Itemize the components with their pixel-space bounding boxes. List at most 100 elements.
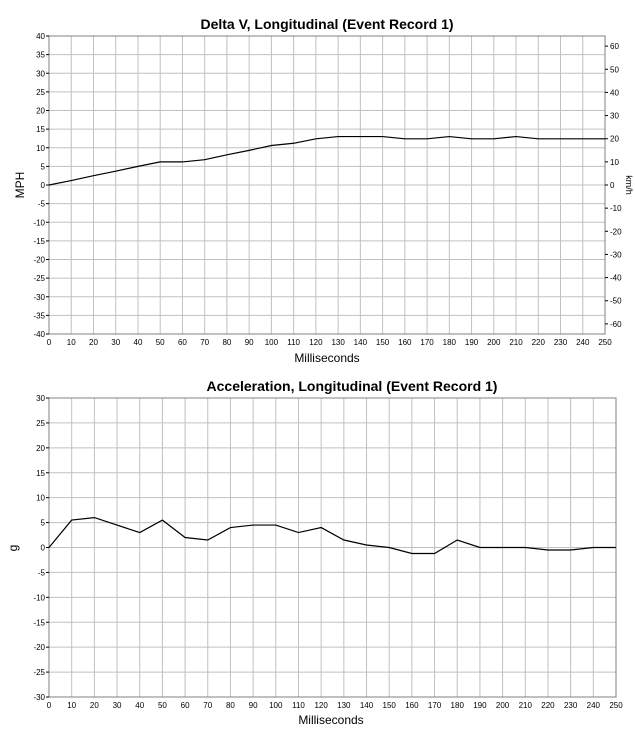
y-tick-label: 15: [36, 125, 45, 134]
x-tick-label: 0: [47, 338, 52, 347]
x-tick-label: 50: [158, 701, 167, 710]
acceleration-chart-title: Acceleration, Longitudinal (Event Record…: [207, 378, 498, 394]
x-tick-label: 210: [509, 338, 523, 347]
x-tick-label: 200: [496, 701, 510, 710]
x-tick-label: 110: [292, 701, 305, 710]
x-tick-label: 80: [222, 338, 231, 347]
x-tick-label: 40: [134, 338, 143, 347]
x-tick-label: 120: [309, 338, 323, 347]
y-tick-label: 25: [36, 419, 45, 428]
delta-v-y-axis-label: MPH: [13, 172, 27, 199]
x-tick-label: 200: [487, 338, 501, 347]
x-tick-label: 90: [245, 338, 254, 347]
y2-tick-label: -40: [610, 274, 622, 283]
y2-tick-label: 30: [610, 112, 619, 121]
y-tick-label: -20: [33, 643, 45, 652]
y2-tick-label: 0: [610, 181, 615, 190]
delta-v-ticks: 0 10 20 30 40 50 60 70 80 90 100 110 120 130 140 150 160…: [33, 32, 622, 347]
x-tick-label: 230: [554, 338, 568, 347]
y2-tick-label: -60: [610, 320, 622, 329]
x-tick-label: 220: [541, 701, 555, 710]
x-tick-label: 20: [89, 338, 98, 347]
delta-v-grid: [48, 35, 606, 335]
delta-v-x-axis-label: Milliseconds: [294, 351, 359, 365]
delta-v-series: [48, 135, 605, 186]
y2-tick-label: -10: [610, 204, 622, 213]
x-tick-label: 150: [383, 701, 397, 710]
x-tick-label: 140: [360, 701, 374, 710]
x-tick-label: 180: [443, 338, 457, 347]
y-tick-label: 15: [36, 469, 45, 478]
x-tick-label: 70: [200, 338, 209, 347]
x-tick-label: 90: [249, 701, 258, 710]
x-tick-label: 150: [376, 338, 390, 347]
x-tick-label: 80: [226, 701, 235, 710]
y2-tick-label: -20: [610, 227, 622, 236]
y2-tick-label: 40: [610, 88, 619, 97]
acceleration-ticks: 0 10 20 30 40 50 60 70 80 90 100 110 120 130 140 150 160…: [33, 394, 623, 710]
x-tick-label: 50: [156, 338, 165, 347]
x-tick-label: 130: [331, 338, 345, 347]
y-tick-label: -30: [33, 293, 45, 302]
y-tick-label: -20: [33, 256, 45, 265]
y2-tick-label: 20: [610, 135, 619, 144]
x-tick-label: 0: [47, 701, 52, 710]
x-tick-label: 250: [609, 701, 623, 710]
x-tick-label: 160: [398, 338, 412, 347]
x-tick-label: 140: [354, 338, 368, 347]
y-tick-label: 5: [41, 162, 46, 171]
y-tick-label: 30: [36, 394, 45, 403]
acceleration-grid: [48, 397, 617, 698]
y-tick-label: 30: [36, 69, 45, 78]
x-tick-label: 250: [598, 338, 612, 347]
y2-tick-label: 60: [610, 42, 619, 51]
y-tick-label: 0: [41, 544, 46, 553]
x-tick-label: 10: [67, 338, 76, 347]
y-tick-label: 0: [41, 181, 46, 190]
x-tick-label: 190: [473, 701, 487, 710]
acceleration-y-axis-label: g: [6, 545, 20, 552]
y-tick-label: 20: [36, 107, 45, 116]
y-tick-label: 5: [41, 519, 46, 528]
y-tick-label: -10: [33, 218, 45, 227]
x-tick-label: 40: [135, 701, 144, 710]
x-tick-label: 130: [337, 701, 351, 710]
x-tick-label: 220: [532, 338, 546, 347]
y-tick-label: 10: [36, 144, 45, 153]
x-tick-label: 60: [181, 701, 190, 710]
y-tick-label: -35: [33, 311, 45, 320]
x-tick-label: 160: [405, 701, 419, 710]
y-tick-label: -10: [33, 593, 45, 602]
acceleration-chart: Acceleration, Longitudinal (Event Record…: [6, 378, 623, 727]
y-tick-label: -5: [38, 568, 46, 577]
acceleration-series: [48, 516, 616, 555]
y-tick-label: 20: [36, 444, 45, 453]
x-tick-label: 180: [451, 701, 465, 710]
y-tick-label: 10: [36, 494, 45, 503]
delta-v-y2-axis-label: km/h: [624, 175, 634, 195]
y2-tick-label: 10: [610, 158, 619, 167]
x-tick-label: 170: [420, 338, 434, 347]
y-tick-label: -5: [38, 200, 46, 209]
y-tick-label: 25: [36, 88, 45, 97]
y-tick-label: -40: [33, 330, 45, 339]
x-tick-label: 110: [287, 338, 300, 347]
y-tick-label: -25: [33, 668, 45, 677]
x-tick-label: 190: [465, 338, 479, 347]
x-tick-label: 240: [587, 701, 601, 710]
x-tick-label: 10: [67, 701, 76, 710]
acceleration-x-axis-label: Milliseconds: [298, 713, 363, 727]
y-tick-label: 35: [36, 51, 45, 60]
y-tick-label: -15: [33, 618, 45, 627]
delta-v-chart: Delta V, Longitudinal (Event Record 1) M…: [13, 16, 634, 365]
x-tick-label: 210: [519, 701, 533, 710]
x-tick-label: 100: [269, 701, 283, 710]
x-tick-label: 240: [576, 338, 590, 347]
x-tick-label: 20: [90, 701, 99, 710]
x-tick-label: 120: [314, 701, 328, 710]
x-tick-label: 100: [265, 338, 279, 347]
x-tick-label: 170: [428, 701, 442, 710]
delta-v-chart-title: Delta V, Longitudinal (Event Record 1): [200, 16, 453, 32]
y-tick-label: -25: [33, 274, 45, 283]
